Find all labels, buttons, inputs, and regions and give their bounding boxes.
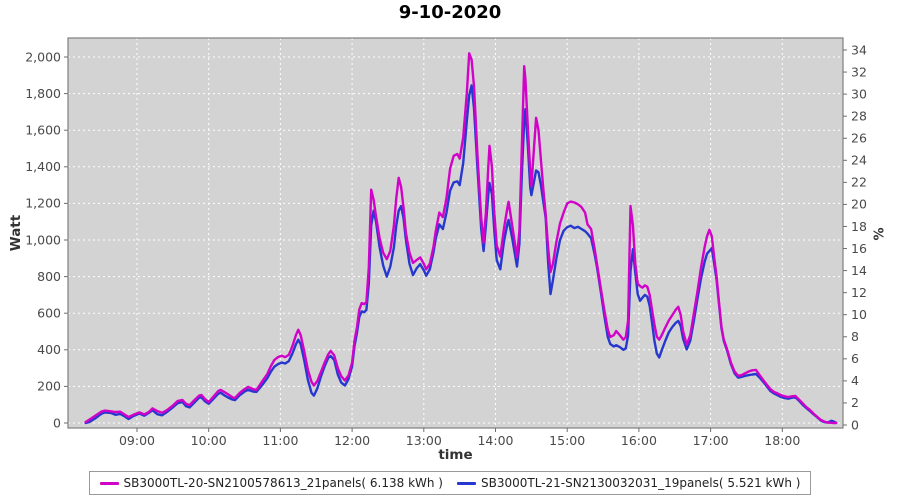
y2-axis-tick-label: 24 [851, 153, 867, 168]
y2-axis-tick-label: 30 [851, 86, 867, 101]
y2-axis-tick-label: 10 [851, 307, 867, 322]
plot-area [68, 38, 843, 428]
y2-axis-tick-label: 16 [851, 241, 867, 256]
chart-title: 9-10-2020 [398, 2, 502, 23]
y-axis-tick-label: 200 [37, 379, 61, 394]
legend-item-inverter-20: SB3000TL-20-SN2100578613_21panels( 6.138… [99, 476, 443, 490]
x-axis-tick-label: 10:00 [191, 433, 227, 448]
y2-axis-tick-label: 32 [851, 64, 867, 79]
y-axis-title: Watt [8, 214, 24, 252]
y2-axis-tick-label: 12 [851, 285, 867, 300]
y2-axis-tick-label: 28 [851, 108, 867, 123]
y-axis-tick-label: 1,200 [25, 196, 61, 211]
series-1-line-swatch [99, 481, 119, 485]
y2-axis-tick-label: 14 [851, 263, 867, 278]
y-axis-tick-label: 1,600 [25, 123, 61, 138]
series-2-line-swatch [457, 481, 476, 485]
y2-axis-tick-label: 26 [851, 131, 867, 146]
legend-label-inverter-21: SB3000TL-21-SN2130032031_19panels( 5.521… [481, 476, 801, 490]
x-axis-tick-label: 09:00 [119, 433, 155, 448]
y-axis-tick-label: 600 [37, 306, 61, 321]
y-axis-tick-label: 2,000 [25, 49, 61, 64]
legend: SB3000TL-20-SN2100578613_21panels( 6.138… [0, 471, 900, 495]
x-axis-tick-label: 14:00 [477, 433, 513, 448]
y-axis-tick-label: 1,000 [25, 232, 61, 247]
y2-axis-tick-label: 2 [851, 395, 859, 410]
y-axis-tick-label: 0 [53, 415, 61, 430]
x-axis-tick-label: 17:00 [693, 433, 729, 448]
x-axis-tick-label: 18:00 [764, 433, 800, 448]
y2-axis-tick-label: 18 [851, 219, 867, 234]
series-line-inverter-20 [84, 52, 838, 425]
x-axis-tick-label: 16:00 [621, 433, 657, 448]
x-axis-tick-label: 13:00 [406, 433, 442, 448]
x-axis-tick-label: 15:00 [549, 433, 585, 448]
legend-item-inverter-21: SB3000TL-21-SN2130032031_19panels( 5.521… [457, 476, 800, 490]
x-axis-tick-label: 11:00 [262, 433, 298, 448]
series-line-inverter-21 [84, 84, 838, 425]
y2-axis-tick-label: 4 [851, 373, 859, 388]
y2-axis-tick-label: 8 [851, 329, 859, 344]
y2-axis-title: % [872, 227, 888, 241]
y-axis-tick-label: 1,800 [25, 86, 61, 101]
y2-axis-tick-label: 20 [851, 197, 867, 212]
y-axis-tick-label: 800 [37, 269, 61, 284]
x-axis-tick-label: 12:00 [334, 433, 370, 448]
y2-axis-tick-label: 34 [851, 42, 867, 57]
plot-border [67, 37, 844, 429]
legend-box: SB3000TL-20-SN2100578613_21panels( 6.138… [88, 471, 812, 495]
y2-axis-tick-label: 6 [851, 351, 859, 366]
y-axis-tick-label: 400 [37, 342, 61, 357]
y-axis-tick-label: 1,400 [25, 159, 61, 174]
y2-axis-tick-label: 0 [851, 417, 859, 432]
x-axis-title: time [438, 447, 473, 463]
legend-label-inverter-20: SB3000TL-20-SN2100578613_21panels( 6.138… [123, 476, 443, 490]
y2-axis-tick-label: 22 [851, 175, 867, 190]
